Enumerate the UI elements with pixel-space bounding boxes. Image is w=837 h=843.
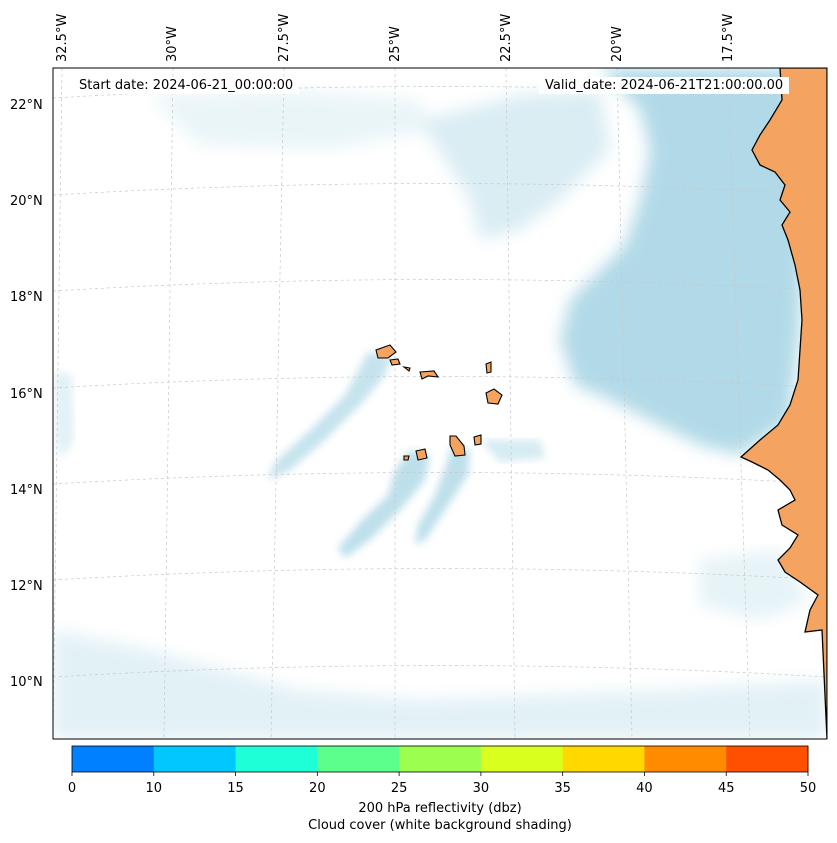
island-santa-luzia [402, 366, 411, 372]
lon-label: 30°W [165, 26, 180, 62]
island-brava [403, 455, 410, 461]
colorbar-tick-label: 30 [472, 781, 490, 796]
lon-label: 20°W [610, 26, 625, 62]
lat-label: 16°N [10, 387, 43, 402]
lon-label: 22.5°W [499, 13, 514, 62]
colorbar-frame [71, 745, 809, 773]
colorbar-tick-label: 40 [636, 781, 653, 796]
colorbar-segment [480, 746, 564, 772]
colorbar-tick-label: 35 [554, 781, 571, 796]
colorbar-tick-label: 0 [67, 781, 77, 796]
colorbar-tick-label: 45 [717, 781, 735, 796]
start-date-label: Start date: 2024-06-21_00:00:00 [73, 77, 300, 94]
lat-label: 12°N [10, 579, 43, 594]
colorbar-segment [726, 746, 809, 772]
lon-label: 27.5°W [277, 13, 292, 62]
cloud-haze-north [150, 90, 430, 150]
island-sao-nicolau [419, 370, 440, 380]
valid-date-label: Valid_date: 2024-06-21T21:00:00.00 [539, 77, 790, 94]
island-sal [485, 361, 492, 374]
colorbar-tick-label: 25 [390, 781, 408, 796]
island-santiago [449, 435, 466, 457]
lat-label: 18°N [10, 290, 43, 305]
lon-label: 32.5°W [55, 13, 70, 62]
cloud-patch-west [55, 370, 74, 460]
cloud-cover-layer [53, 68, 827, 739]
africa-landmass [739, 68, 827, 739]
colorbar-segment [72, 746, 155, 772]
cloud-patch-east-islands [480, 440, 545, 462]
lat-label: 22°N [10, 98, 43, 113]
colorbar-segment [317, 746, 400, 772]
colorbar-segment [153, 746, 237, 772]
colorbar-tick-label: 15 [227, 781, 244, 796]
cloud-haze-southwest [53, 630, 827, 739]
colorbar-tick-label: 10 [145, 781, 163, 796]
colorbar [71, 746, 809, 776]
colorbar-label: 200 hPa reflectivity (dbz) [358, 801, 522, 816]
colorbar-sublabel: Cloud cover (white background shading) [308, 818, 572, 833]
cloud-streamer-2 [338, 450, 430, 558]
island-maio [473, 434, 482, 446]
colorbar-segment [562, 746, 645, 772]
colorbar-tick-label: 50 [799, 781, 817, 796]
colorbar-segment [399, 746, 482, 772]
island-santo-antao [375, 344, 397, 359]
cloud-streamer-1 [268, 352, 392, 480]
lat-label: 20°N [10, 194, 43, 209]
cloud-mass-east [560, 68, 805, 455]
lat-label: 14°N [10, 483, 43, 498]
colorbar-tick-label: 20 [309, 781, 326, 796]
colorbar-segment [644, 746, 727, 772]
cloud-streamer-3 [415, 445, 470, 545]
lon-label: 17.5°W [721, 13, 736, 62]
island-boa-vista [485, 388, 503, 405]
island-sao-vicente [389, 358, 401, 366]
island-fogo [415, 448, 428, 461]
lon-label: 25°W [388, 26, 403, 62]
map-frame [52, 67, 828, 740]
colorbar-segment [235, 746, 318, 772]
cloud-haze-northeast [420, 90, 610, 240]
lat-label: 10°N [10, 675, 43, 690]
